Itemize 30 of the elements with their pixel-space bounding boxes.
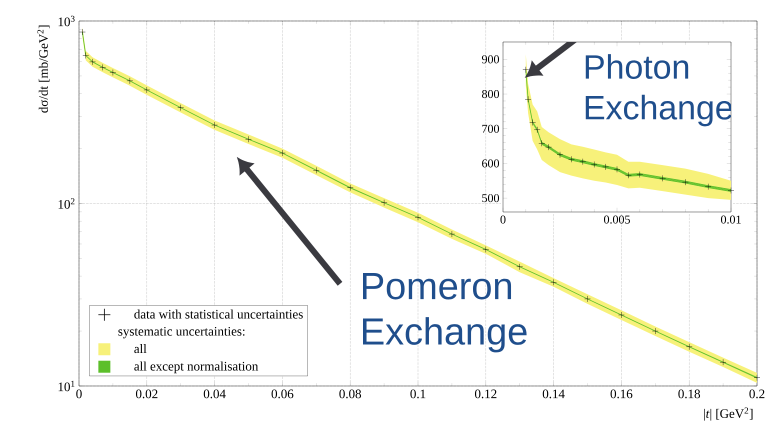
x-tick-label: 0 (76, 390, 82, 398)
y-axis-title: dσ/dt [mb/GeV$^{2}$] (37, 25, 50, 113)
x-tick-label: 0.1 (410, 390, 426, 398)
y-tick-label: 900 (482, 55, 500, 64)
x-tick-label: 0.005 (604, 216, 630, 224)
y-tick-label: 10$^{3}$ (58, 16, 75, 26)
x-tick-label: 0.06 (272, 390, 294, 398)
x-tick-label: 0.18 (678, 390, 700, 398)
x-tick-label: 0.12 (474, 390, 496, 398)
x-tick-label: 0.04 (204, 390, 226, 398)
legend-title: systematic uncertainties: (118, 326, 244, 338)
y-tick-label: 700 (482, 124, 500, 133)
legend-label: data with statistical uncertainties (134, 309, 303, 319)
y-tick-label: 10$^{2}$ (58, 198, 74, 209)
y-tick-label: 500 (482, 194, 500, 202)
annotation: Photon Exchange (586, 54, 732, 126)
annotation: Pomeron Exchange (363, 273, 527, 352)
y-tick-label: 800 (482, 90, 500, 98)
y-tick-label: 10$^{1}$ (58, 380, 74, 392)
x-tick-label: 0.02 (136, 390, 158, 398)
x-tick-label: 0 (500, 216, 506, 224)
y-tick-label: 600 (482, 159, 500, 168)
legend-label: all except normalisation (134, 361, 258, 374)
x-tick-label: 0.16 (610, 390, 632, 398)
x-tick-label: 0.2 (749, 390, 764, 398)
x-tick-label: 0.14 (542, 390, 565, 398)
x-axis-title: |t| [GeV$^{2}$] (704, 408, 753, 421)
x-tick-label: 0.01 (721, 216, 741, 224)
legend-label: all (134, 344, 147, 354)
x-tick-label: 0.08 (339, 390, 362, 398)
